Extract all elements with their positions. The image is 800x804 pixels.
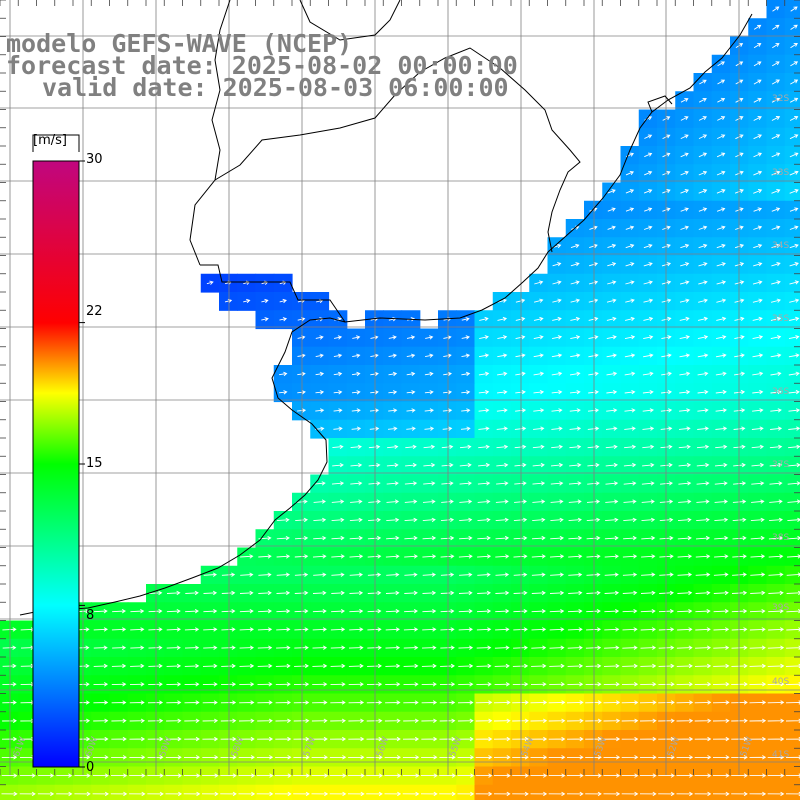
field-cell (602, 785, 621, 800)
lat-label: 41S (772, 750, 789, 760)
field-cell (347, 785, 366, 800)
field-cell (785, 0, 800, 19)
lat-label: 37S (772, 460, 789, 470)
field-cell (529, 785, 548, 800)
field-cell (110, 785, 129, 800)
colorbar-tick-label: 8 (86, 608, 94, 623)
lat-label: 33S (772, 168, 789, 178)
field-cell (18, 785, 37, 800)
field-cell (730, 785, 749, 800)
field-cell (475, 785, 494, 800)
field-cell (0, 785, 19, 800)
field-cell (237, 785, 256, 800)
field-cell (292, 785, 311, 800)
field-cell (164, 785, 183, 800)
colorbar-tick-label: 22 (86, 304, 103, 319)
field-cell (584, 785, 603, 800)
field-cell (785, 37, 800, 56)
field-cell (183, 785, 202, 800)
field-cell (621, 785, 640, 800)
field-cell (694, 785, 713, 800)
lat-label: 35S (772, 314, 789, 324)
colorbar-unit: [m/s] (33, 133, 67, 148)
field-cell (274, 785, 293, 800)
field-cell (748, 785, 767, 800)
field-cell (456, 785, 475, 800)
field-cell (146, 785, 165, 800)
field-cell (128, 785, 147, 800)
colorbar-tick-label: 15 (86, 456, 103, 471)
field-cell (55, 785, 74, 800)
lat-label: 36S (772, 387, 789, 397)
colorbar-tick-label: 30 (86, 152, 103, 167)
field-cell (219, 785, 238, 800)
title-valid-date: valid date: 2025-08-03 06:00:00 (42, 75, 509, 100)
field-cell (511, 785, 530, 800)
colorbar-tick-label: 0 (86, 760, 94, 775)
field-cell (493, 785, 512, 800)
field-cell (420, 785, 439, 800)
field-cell (91, 785, 110, 800)
colorbar (33, 135, 85, 767)
field-cell (256, 785, 275, 800)
field-cell (73, 785, 92, 800)
field-cell (675, 785, 694, 800)
field-cell (438, 785, 457, 800)
lat-label: 39S (772, 603, 789, 613)
field-cell (548, 785, 567, 800)
field-cell (37, 785, 56, 800)
field-cell (365, 785, 384, 800)
lat-label: 40S (772, 677, 789, 687)
field-cell (785, 785, 800, 800)
field-cell (201, 785, 220, 800)
colorbar-gradient (33, 161, 79, 767)
lat-label: 38S (772, 533, 789, 543)
field-cell (767, 785, 786, 800)
lat-label: 34S (772, 241, 789, 251)
field-cell (785, 18, 800, 37)
field-cell (712, 785, 731, 800)
field-cell (329, 785, 348, 800)
field-cell (657, 785, 676, 800)
field-cell (639, 785, 658, 800)
field-cell (402, 785, 421, 800)
field-cell (310, 785, 329, 800)
field-cell (566, 785, 585, 800)
field-cell (785, 55, 800, 74)
lat-label: 32S (772, 94, 789, 104)
field-cell (383, 785, 402, 800)
